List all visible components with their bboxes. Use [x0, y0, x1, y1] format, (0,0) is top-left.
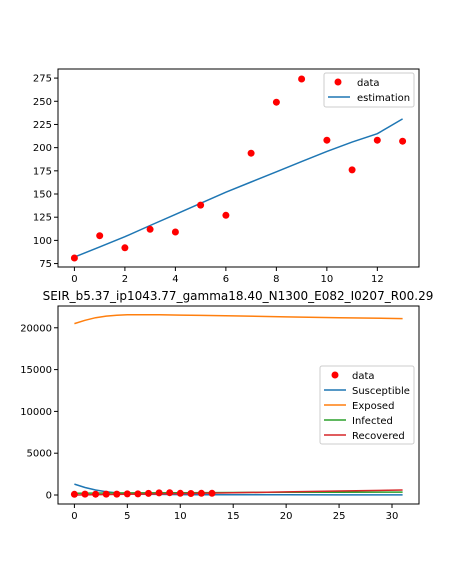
legend-estimation-label: estimation	[357, 93, 410, 104]
y-tick-label: 175	[33, 166, 52, 177]
x-tick-label: 6	[223, 274, 229, 285]
x-tick-label: 25	[333, 511, 346, 522]
data-point	[146, 225, 154, 233]
legend-susceptible-label: Susceptible	[352, 386, 410, 397]
data-point	[208, 489, 216, 497]
x-tick-label: 5	[124, 511, 130, 522]
y-tick-label: 100	[33, 236, 52, 247]
data-point	[70, 490, 78, 498]
data-point	[96, 232, 104, 240]
legend-data-marker	[334, 78, 342, 86]
data-point	[187, 490, 195, 497]
x-tick-label: 15	[227, 511, 240, 522]
data-point	[323, 136, 331, 144]
y-tick-label: 0	[46, 491, 52, 502]
data-point	[70, 254, 78, 262]
y-tick-label: 275	[33, 74, 52, 85]
x-tick-label: 10	[320, 274, 333, 285]
data-point	[171, 228, 179, 236]
x-tick-label: 12	[371, 274, 384, 285]
legend-infected-label: Infected	[352, 416, 393, 427]
data-point	[197, 489, 205, 497]
data-point	[272, 98, 280, 106]
data-point	[247, 149, 255, 157]
x-tick-label: 8	[273, 274, 279, 285]
y-tick-label: 150	[33, 190, 52, 201]
data-point	[102, 490, 110, 498]
data-point	[121, 244, 129, 252]
data-point	[166, 489, 174, 497]
data-point	[155, 489, 163, 497]
data-point	[399, 137, 407, 145]
data-point	[298, 75, 306, 83]
legend-data-label: data	[357, 78, 380, 89]
data-point	[113, 490, 121, 498]
x-tick-label: 2	[122, 274, 128, 285]
data-point	[197, 201, 205, 209]
x-tick-label: 10	[174, 511, 187, 522]
data-point	[92, 490, 100, 498]
y-tick-label: 225	[33, 120, 52, 131]
y-tick-label: 15000	[20, 365, 52, 376]
data-point	[134, 490, 142, 498]
y-tick-label: 250	[33, 97, 52, 108]
seir-chart-title: SEIR_b5.37_ip1043.77_gamma18.40_N1300_E0…	[43, 289, 434, 303]
x-tick-label: 0	[71, 274, 77, 285]
legend-1: data estimation	[323, 72, 415, 108]
y-tick-label: 125	[33, 213, 52, 224]
y-tick-label: 20000	[20, 323, 52, 334]
data-point	[123, 490, 131, 498]
series-line-estimation	[74, 118, 403, 258]
series-line-exposed	[74, 313, 403, 325]
x-tick-label: 30	[386, 511, 399, 522]
data-point	[145, 489, 152, 497]
y-tick-label: 5000	[27, 449, 52, 460]
legend-2: data Susceptible Exposed Infected Recove…	[319, 365, 415, 445]
data-point	[348, 166, 356, 174]
legend-exposed-label: Exposed	[352, 401, 394, 412]
data-point	[373, 136, 381, 144]
data-point	[81, 490, 89, 498]
x-tick-label: 0	[71, 511, 77, 522]
x-tick-label: 20	[280, 511, 293, 522]
data-point	[222, 211, 230, 219]
x-tick-label: 4	[172, 274, 178, 285]
data-point	[176, 489, 184, 497]
estimation-chart: 0 2 4 6 8 10 12 75 100 125 150 175 200 225 250 275 data…	[33, 68, 420, 285]
legend-recovered-label: Recovered	[352, 431, 405, 442]
y-tick-label: 10000	[20, 407, 52, 418]
legend-data-label: data	[352, 371, 375, 382]
y-tick-label: 75	[39, 259, 52, 270]
seir-chart: SEIR_b5.37_ip1043.77_gamma18.40_N1300_E0…	[20, 289, 433, 522]
y-tick-label: 200	[33, 143, 52, 154]
legend-data-marker	[331, 371, 339, 379]
